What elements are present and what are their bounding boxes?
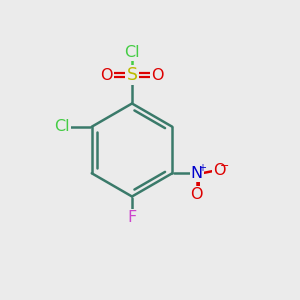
Text: Cl: Cl — [54, 119, 70, 134]
Text: −: − — [220, 161, 230, 171]
Text: O: O — [100, 68, 113, 82]
Text: +: + — [198, 163, 206, 173]
Text: S: S — [127, 66, 137, 84]
Text: O: O — [213, 163, 226, 178]
Text: O: O — [190, 187, 203, 202]
Text: Cl: Cl — [124, 45, 140, 60]
Text: O: O — [151, 68, 164, 82]
Text: F: F — [128, 210, 136, 225]
Text: N: N — [191, 166, 203, 181]
